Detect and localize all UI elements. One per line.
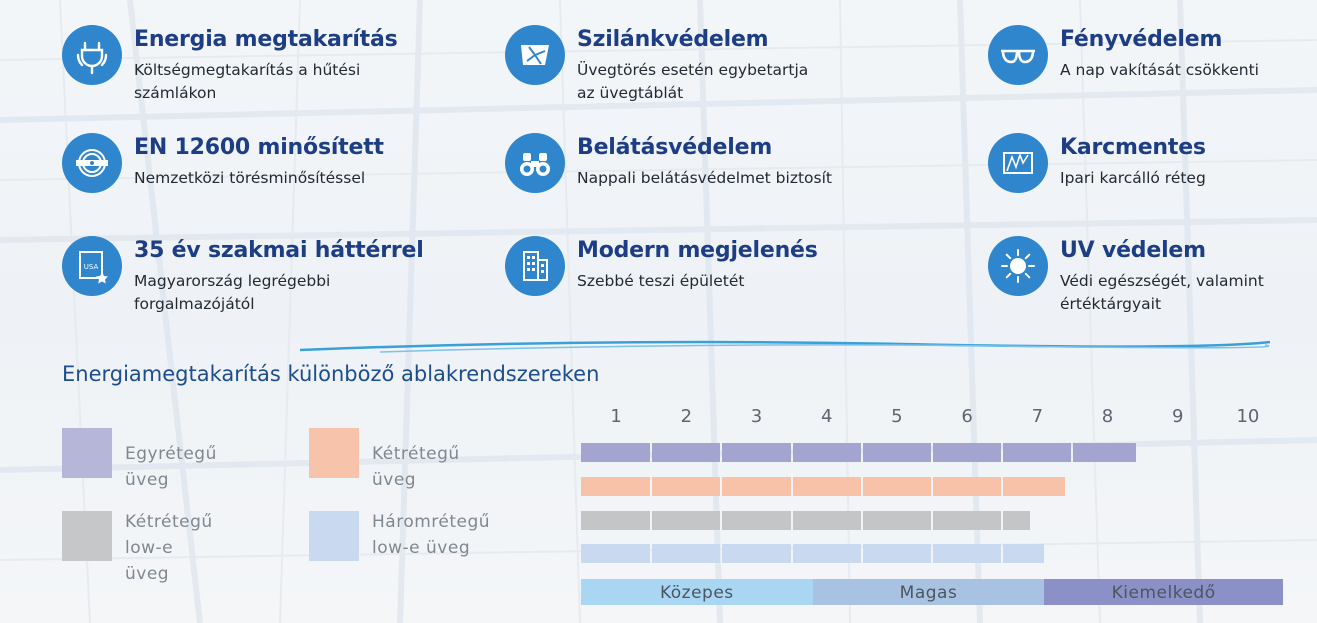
level-band: Magas: [812, 579, 1045, 605]
feature-title: Belátásvédelem: [577, 135, 773, 160]
feature-scratch-resistant: Karcmentes Ipari karcálló réteg: [988, 133, 1317, 213]
usa-certificate-icon: USA: [62, 236, 122, 296]
x-tick-label: 3: [750, 406, 763, 427]
bar-segment: [862, 544, 931, 563]
legend-swatch: [62, 511, 112, 561]
bar-segment: [862, 443, 931, 462]
feature-title: Fényvédelem: [1060, 27, 1223, 52]
x-tick-label: 2: [680, 406, 693, 427]
x-tick-label: 4: [820, 406, 833, 427]
feature-description: Költségmegtakarítás a hűtési számlákon: [134, 61, 361, 102]
legend-swatch: [309, 511, 359, 561]
feature-title: UV védelem: [1060, 238, 1206, 263]
feature-en12600: EN 12600 minősített Nemzetközi törésminő…: [62, 133, 392, 213]
wave-divider: [300, 340, 1270, 353]
bar-segment: [581, 443, 651, 462]
feature-description: Nemzetközi törésminősítéssel: [134, 169, 366, 187]
bar-segment: [652, 477, 721, 496]
x-tick-label: 6: [961, 406, 973, 427]
legend-label: Kétrétegű üveg: [372, 444, 460, 490]
bar-segment: [933, 544, 1002, 563]
feature-title: Energia megtakarítás: [134, 27, 398, 52]
level-band: Közepes: [581, 579, 813, 605]
bar-segment: [1073, 443, 1136, 462]
feature-description: Nappali belátásvédelmet biztosít: [577, 169, 832, 187]
bar-segment: [722, 443, 791, 462]
feature-description: Szebbé teszi épületét: [577, 272, 745, 290]
bar-segment: [581, 544, 651, 563]
bar-segment: [581, 511, 651, 530]
feature-modern-look: Modern megjelenés Szebbé teszi épületét: [505, 236, 835, 316]
bar-segment: [933, 511, 1002, 530]
glasses-icon: [988, 25, 1048, 85]
feature-shatter-protection: Szilánkvédelem Üvegtörés esetén egybetar…: [505, 25, 835, 105]
bar-segment: [792, 443, 861, 462]
legend-swatch: [62, 428, 112, 478]
scratch-icon: [988, 133, 1048, 193]
feature-35-years: USA 35 év szakmai háttérrel Magyarország…: [62, 236, 424, 316]
feature-light-protection: Fényvédelem A nap vakítását csökkenti: [988, 25, 1317, 105]
legend-label: Háromrétegű low-e üveg: [372, 512, 491, 558]
x-tick-label: 8: [1101, 406, 1114, 427]
quality-seal-icon: [62, 133, 122, 193]
legend-label: Egyrétegű üveg: [125, 444, 217, 490]
feature-title: Modern megjelenés: [577, 238, 818, 263]
power-plug-icon: [62, 25, 122, 85]
feature-title: EN 12600 minősített: [134, 135, 384, 160]
x-tick-label: 1: [610, 406, 622, 427]
bar-segment: [792, 544, 861, 563]
bar-segment: [1003, 443, 1072, 462]
x-tick-label: 7: [1031, 406, 1044, 427]
feature-description: Magyarország legrégebbi forgalmazójától: [134, 272, 331, 313]
bar-segment: [722, 511, 791, 530]
bar-segment: [652, 443, 721, 462]
feature-description: Védi egészségét, valamint értéktárgyait: [1060, 272, 1264, 313]
bar-segment: [862, 511, 931, 530]
legend-swatch: [309, 428, 359, 478]
feature-description: A nap vakítását csökkenti: [1060, 61, 1259, 79]
bar-segment: [581, 477, 651, 496]
sun-icon: [988, 236, 1048, 296]
bar-segment: [652, 511, 721, 530]
binoculars-icon: [505, 133, 565, 193]
building-icon: [505, 236, 565, 296]
feature-privacy: Belátásvédelem Nappali belátásvédelmet b…: [505, 133, 835, 213]
feature-description: Ipari karcálló réteg: [1060, 169, 1206, 187]
bar-segment: [1003, 544, 1045, 563]
bar-segment: [652, 544, 721, 563]
feature-uv-protection: UV védelem Védi egészségét, valamint ért…: [988, 236, 1317, 316]
bar-segment: [1003, 511, 1031, 530]
x-tick-label: 5: [891, 406, 903, 427]
feature-description: Üvegtörés esetén egybetartja az üvegtábl…: [577, 61, 809, 102]
bar-segment: [933, 477, 1002, 496]
bar-segment: [722, 544, 791, 563]
feature-title: 35 év szakmai háttérrel: [134, 238, 424, 263]
section-title: Energiamegtakarítás különböző ablakrends…: [62, 362, 600, 386]
bar-segment: [722, 477, 791, 496]
x-tick-label: 9: [1171, 406, 1184, 427]
bar-segment: [792, 511, 861, 530]
feature-title: Karcmentes: [1060, 135, 1206, 160]
level-band: Kiemelkedő: [1044, 579, 1283, 605]
bar-segment: [792, 477, 861, 496]
bar-segment: [1003, 477, 1066, 496]
bar-segment: [933, 443, 1002, 462]
legend-label: Kétrétegű low-e üveg: [125, 512, 213, 584]
shattered-glass-icon: [505, 25, 565, 85]
feature-title: Szilánkvédelem: [577, 27, 769, 52]
bar-segment: [862, 477, 931, 496]
x-tick-label: 10: [1236, 406, 1260, 427]
feature-energy-saving: Energia megtakarítás Költségmegtakarítás…: [62, 25, 398, 105]
svg-text:USA: USA: [84, 263, 99, 271]
